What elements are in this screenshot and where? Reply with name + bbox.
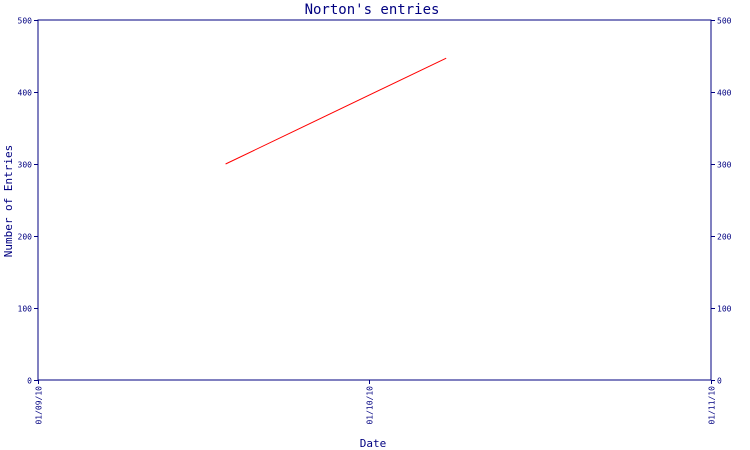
y-tick-label-left: 200	[18, 233, 33, 242]
y-tick-label-left: 100	[18, 305, 33, 314]
series-line	[225, 57, 447, 165]
y-tick-label-left: 300	[18, 161, 33, 170]
y-tick-label-right: 0	[717, 377, 722, 386]
y-tick-label-right: 100	[717, 305, 732, 314]
x-axis-title: Date	[360, 437, 387, 450]
y-tick-label-right: 500	[717, 17, 732, 26]
y-tick-label-right: 200	[717, 233, 732, 242]
x-tick-label: 01/09/10	[35, 386, 44, 425]
chart-title: Norton's entries	[305, 2, 440, 18]
y-tick-label-left: 400	[18, 89, 33, 98]
x-tick-label: 01/11/10	[708, 386, 717, 425]
y-tick-label-left: 0	[27, 377, 32, 386]
y-axis-title: Number of Entries	[2, 145, 15, 258]
y-tick-label-left: 500	[18, 17, 33, 26]
plot-area-border	[37, 19, 712, 381]
x-axis: 01/09/10 01/10/10 01/11/10	[35, 380, 717, 425]
series-layer	[225, 57, 447, 165]
y-axis-right: 0 100 200 300 400 500	[711, 17, 732, 386]
y-tick-label-right: 300	[717, 161, 732, 170]
y-axis-left: 0 100 200 300 400 500	[18, 17, 38, 386]
y-tick-label-right: 400	[717, 89, 732, 98]
x-tick-label: 01/10/10	[366, 386, 375, 425]
